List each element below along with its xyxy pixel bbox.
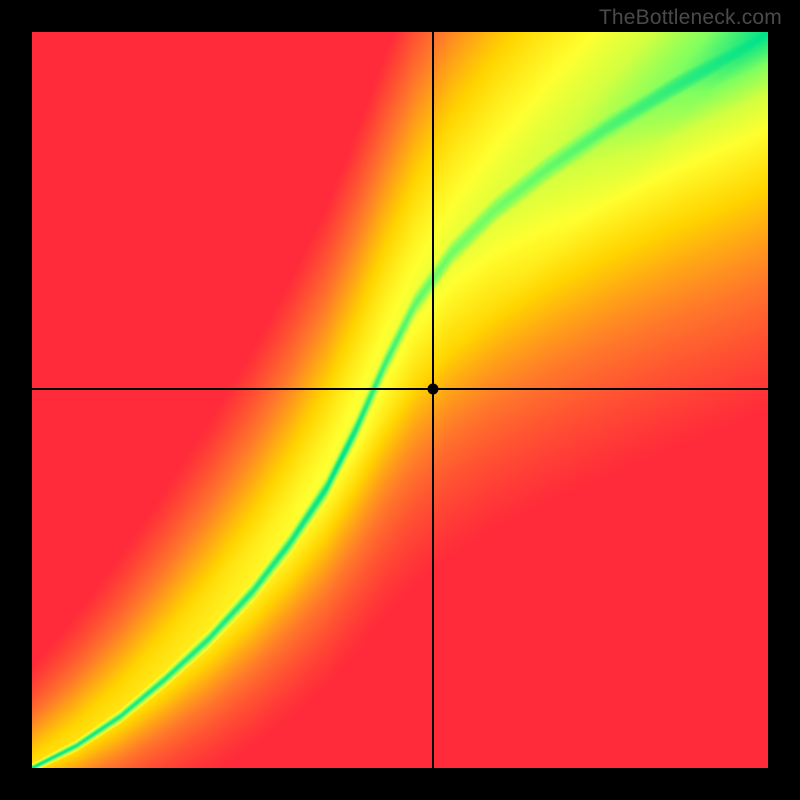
plot-frame (32, 32, 768, 768)
crosshair-vertical (432, 32, 434, 768)
crosshair-horizontal (32, 388, 768, 390)
heatmap-canvas (32, 32, 768, 768)
crosshair-marker (428, 383, 439, 394)
watermark-text: TheBottleneck.com (599, 6, 782, 30)
